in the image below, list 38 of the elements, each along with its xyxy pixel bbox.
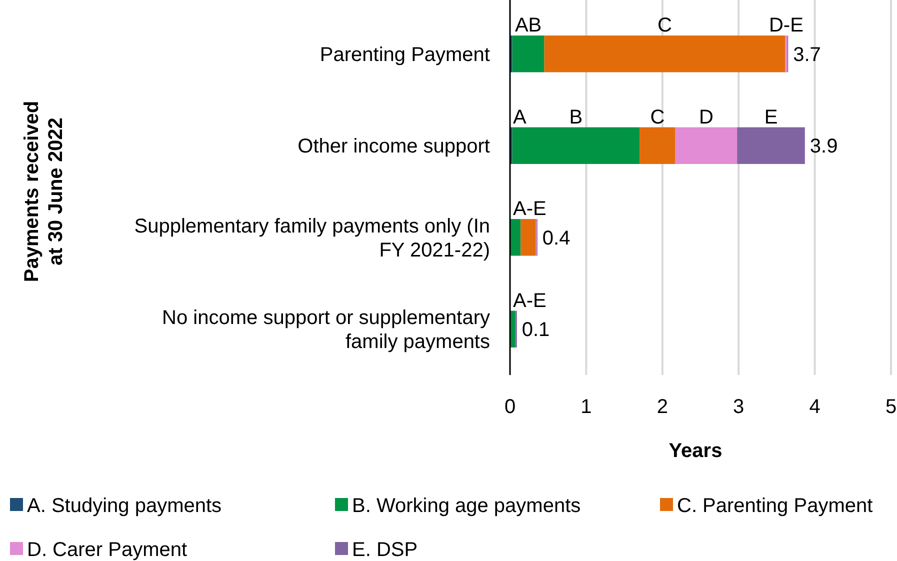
- x-axis-title: Years: [668, 440, 722, 462]
- legend-label: E. DSP: [352, 539, 418, 561]
- total-label: 3.7: [793, 44, 821, 66]
- x-tick-label: 5: [885, 396, 897, 418]
- legend-label: A. Studying payments: [27, 495, 222, 517]
- bar: [520, 219, 536, 256]
- bar: [512, 36, 544, 72]
- y-axis-title: Payments received at 30 June 2022: [21, 100, 67, 282]
- y-tick-label: Supplementary family payments only (In FY 2021-22): [134, 215, 490, 262]
- bar: [544, 36, 786, 72]
- data-label: B: [569, 106, 583, 128]
- data-label: A-E: [513, 198, 546, 220]
- legend-label: D. Carer Payment: [27, 539, 188, 561]
- data-label: C: [657, 14, 672, 37]
- x-tick-label: 4: [809, 396, 820, 418]
- x-tick-label: 2: [656, 396, 668, 418]
- data-label: E: [764, 106, 778, 128]
- y-tick-label: No income support or supplementary family payments: [162, 307, 490, 354]
- data-label: D-E: [769, 14, 804, 37]
- total-label: 3.9: [810, 136, 838, 158]
- data-label: C: [650, 106, 665, 128]
- bar: [675, 127, 738, 164]
- y-tick-label: Parenting Payment: [320, 44, 490, 66]
- data-label: AB: [514, 14, 542, 37]
- legend-label: C. Parenting Payment: [677, 495, 874, 517]
- total-label: 0.1: [522, 319, 550, 342]
- bar: [737, 127, 805, 164]
- x-tick-label: 1: [580, 396, 592, 418]
- data-label: D: [698, 106, 714, 128]
- legend-label: B. Working age payments: [352, 495, 581, 517]
- x-tick-label: 0: [504, 396, 516, 418]
- y-tick-label: Other income support: [298, 136, 490, 158]
- data-label: A-E: [513, 290, 546, 312]
- x-tick-label: 3: [733, 396, 744, 418]
- bar: [512, 127, 640, 164]
- data-label: A: [513, 106, 527, 128]
- bar: [640, 127, 676, 164]
- total-label: 0.4: [542, 227, 570, 250]
